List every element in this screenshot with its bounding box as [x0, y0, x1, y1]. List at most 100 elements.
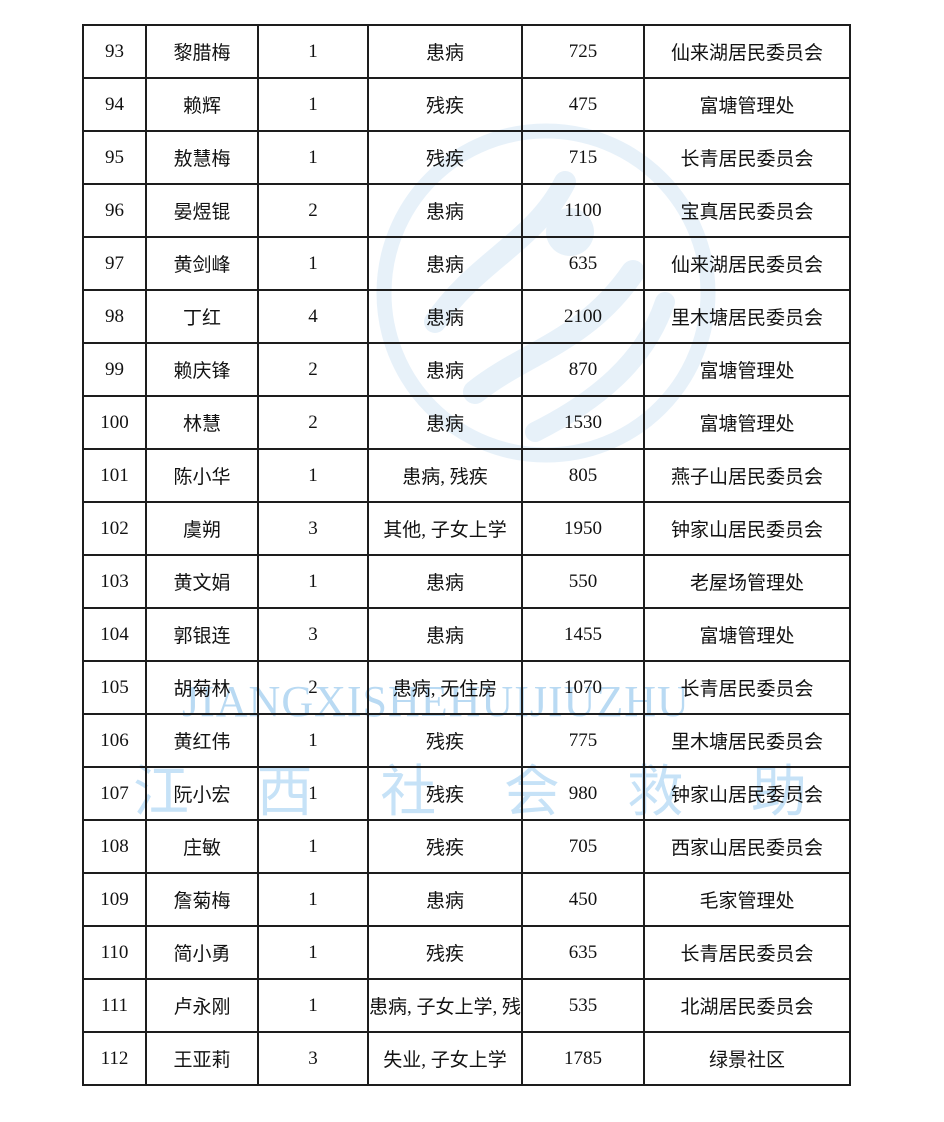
cell-no: 93 — [82, 24, 147, 79]
table-row: 110 简小勇 1 残疾 635 长青居民委员会 — [82, 925, 852, 980]
cell-amount: 450 — [521, 872, 646, 927]
table-row: 109 詹菊梅 1 患病 450 毛家管理处 — [82, 872, 852, 927]
cell-no: 105 — [82, 660, 147, 715]
cell-name: 晏煜锟 — [145, 183, 259, 238]
cell-reason: 失业, 子女上学 — [366, 1031, 524, 1086]
table-row: 111 卢永刚 1 患病, 子女上学, 残 535 北湖居民委员会 — [82, 978, 852, 1033]
cell-members: 1 — [257, 236, 369, 291]
cell-no: 98 — [82, 289, 147, 344]
cell-name: 郭银连 — [145, 607, 259, 662]
cell-members: 3 — [257, 607, 369, 662]
cell-reason: 患病 — [366, 607, 524, 662]
table-row: 106 黄红伟 1 残疾 775 里木塘居民委员会 — [82, 713, 852, 768]
cell-org: 长青居民委员会 — [643, 925, 852, 980]
cell-amount: 1785 — [521, 1031, 646, 1086]
table-row: 94 赖辉 1 残疾 475 富塘管理处 — [82, 77, 852, 132]
cell-members: 2 — [257, 395, 369, 450]
cell-org: 钟家山居民委员会 — [643, 766, 852, 821]
cell-no: 99 — [82, 342, 147, 397]
cell-amount: 1100 — [521, 183, 646, 238]
cell-name: 赖辉 — [145, 77, 259, 132]
cell-name: 虞朔 — [145, 501, 259, 556]
cell-amount: 535 — [521, 978, 646, 1033]
cell-name: 胡菊林 — [145, 660, 259, 715]
cell-members: 1 — [257, 872, 369, 927]
cell-reason: 患病 — [366, 24, 524, 79]
table-row: 100 林慧 2 患病 1530 富塘管理处 — [82, 395, 852, 450]
cell-org: 老屋场管理处 — [643, 554, 852, 609]
cell-amount: 725 — [521, 24, 646, 79]
cell-name: 黄红伟 — [145, 713, 259, 768]
cell-org: 仙来湖居民委员会 — [643, 24, 852, 79]
cell-members: 2 — [257, 660, 369, 715]
cell-members: 1 — [257, 819, 369, 874]
cell-no: 106 — [82, 713, 147, 768]
cell-org: 毛家管理处 — [643, 872, 852, 927]
cell-amount: 715 — [521, 130, 646, 185]
cell-members: 1 — [257, 978, 369, 1033]
cell-no: 96 — [82, 183, 147, 238]
cell-reason: 患病 — [366, 342, 524, 397]
cell-org: 宝真居民委员会 — [643, 183, 852, 238]
cell-amount: 1070 — [521, 660, 646, 715]
cell-amount: 475 — [521, 77, 646, 132]
cell-reason: 残疾 — [366, 925, 524, 980]
cell-reason: 患病, 残疾 — [366, 448, 524, 503]
table-row: 98 丁红 4 患病 2100 里木塘居民委员会 — [82, 289, 852, 344]
cell-name: 阮小宏 — [145, 766, 259, 821]
cell-name: 卢永刚 — [145, 978, 259, 1033]
cell-reason: 患病 — [366, 554, 524, 609]
cell-org: 西家山居民委员会 — [643, 819, 852, 874]
cell-no: 110 — [82, 925, 147, 980]
cell-reason: 其他, 子女上学 — [366, 501, 524, 556]
cell-members: 1 — [257, 24, 369, 79]
cell-name: 赖庆锋 — [145, 342, 259, 397]
cell-amount: 805 — [521, 448, 646, 503]
cell-members: 4 — [257, 289, 369, 344]
table-row: 99 赖庆锋 2 患病 870 富塘管理处 — [82, 342, 852, 397]
cell-name: 黄文娟 — [145, 554, 259, 609]
cell-members: 1 — [257, 554, 369, 609]
cell-members: 2 — [257, 342, 369, 397]
cell-amount: 870 — [521, 342, 646, 397]
table-row: 93 黎腊梅 1 患病 725 仙来湖居民委员会 — [82, 24, 852, 79]
cell-members: 3 — [257, 501, 369, 556]
cell-reason: 残疾 — [366, 766, 524, 821]
cell-org: 富塘管理处 — [643, 342, 852, 397]
cell-org: 钟家山居民委员会 — [643, 501, 852, 556]
cell-amount: 980 — [521, 766, 646, 821]
cell-name: 林慧 — [145, 395, 259, 450]
table-row: 108 庄敏 1 残疾 705 西家山居民委员会 — [82, 819, 852, 874]
cell-name: 黎腊梅 — [145, 24, 259, 79]
table-row: 104 郭银连 3 患病 1455 富塘管理处 — [82, 607, 852, 662]
cell-amount: 2100 — [521, 289, 646, 344]
table-row: 107 阮小宏 1 残疾 980 钟家山居民委员会 — [82, 766, 852, 821]
cell-no: 112 — [82, 1031, 147, 1086]
cell-name: 庄敏 — [145, 819, 259, 874]
table-row: 101 陈小华 1 患病, 残疾 805 燕子山居民委员会 — [82, 448, 852, 503]
cell-name: 敖慧梅 — [145, 130, 259, 185]
cell-no: 103 — [82, 554, 147, 609]
cell-no: 102 — [82, 501, 147, 556]
table-row: 105 胡菊林 2 患病, 无住房 1070 长青居民委员会 — [82, 660, 852, 715]
cell-org: 仙来湖居民委员会 — [643, 236, 852, 291]
cell-no: 97 — [82, 236, 147, 291]
cell-amount: 635 — [521, 236, 646, 291]
cell-amount: 775 — [521, 713, 646, 768]
cell-name: 陈小华 — [145, 448, 259, 503]
assistance-table: 93 黎腊梅 1 患病 725 仙来湖居民委员会 94 赖辉 1 残疾 475 富塘管理处 95 敖慧梅 1… — [82, 24, 852, 1086]
cell-org: 绿景社区 — [643, 1031, 852, 1086]
cell-reason: 患病, 子女上学, 残 — [366, 978, 524, 1033]
cell-members: 1 — [257, 713, 369, 768]
cell-reason: 患病 — [366, 289, 524, 344]
cell-reason: 残疾 — [366, 77, 524, 132]
cell-reason: 患病 — [366, 183, 524, 238]
cell-amount: 1455 — [521, 607, 646, 662]
cell-no: 111 — [82, 978, 147, 1033]
cell-no: 104 — [82, 607, 147, 662]
table-row: 97 黄剑峰 1 患病 635 仙来湖居民委员会 — [82, 236, 852, 291]
cell-name: 詹菊梅 — [145, 872, 259, 927]
cell-org: 富塘管理处 — [643, 395, 852, 450]
cell-org: 里木塘居民委员会 — [643, 713, 852, 768]
cell-no: 101 — [82, 448, 147, 503]
